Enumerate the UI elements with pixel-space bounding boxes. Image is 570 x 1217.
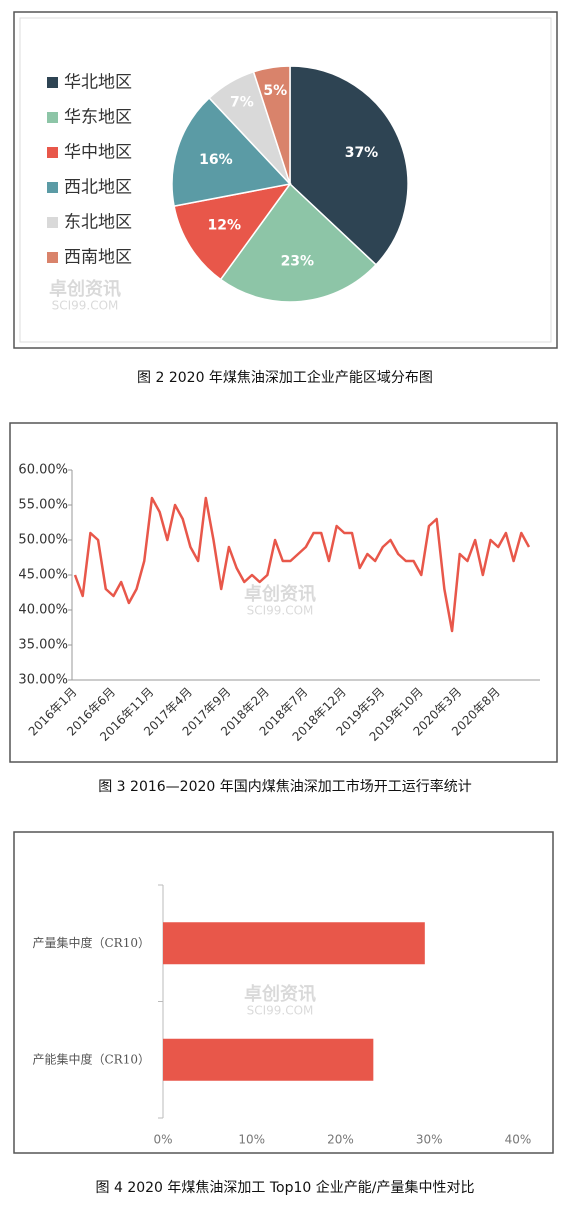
legend-label: 华北地区 [64,73,132,93]
watermark: SCI99.COM [247,1004,314,1018]
y-tick-label: 40.00% [18,603,68,618]
y-tick-label: 50.00% [18,533,68,548]
figure-frame [9,422,558,763]
legend-label: 华东地区 [64,108,132,128]
legend-label: 东北地区 [64,213,132,233]
legend-swatch [47,252,58,263]
legend-label: 西北地区 [64,178,132,198]
category-label: 产量集中度（CR10） [33,935,151,950]
pie-slice [219,182,378,303]
slice-label: 37% [345,145,379,161]
x-tick-label: 10% [238,1133,265,1147]
x-tick-label: 0% [153,1133,172,1147]
slice-label: 16% [199,152,233,168]
y-tick-label: 60.00% [18,463,68,478]
slice-label: 5% [263,83,287,99]
pie-slice [173,182,292,281]
watermark: 卓创资讯 [244,983,316,1005]
line-series [73,496,531,633]
legend-swatch [47,77,58,88]
watermark: SCI99.COM [247,604,314,618]
slice-label: 12% [207,218,241,234]
y-tick-label: 45.00% [18,568,68,583]
figure-caption: 图 3 2016—2020 年国内煤焦油深加工市场开工运行率统计 [98,778,472,795]
legend-label: 华中地区 [64,143,132,163]
legend-swatch [47,182,58,193]
watermark: 卓创资讯 [49,278,121,300]
pie-slice [252,65,291,185]
legend-swatch [47,217,58,228]
bar [163,922,425,965]
watermark: SCI99.COM [52,299,119,313]
watermark: 卓创资讯 [244,583,316,605]
slice-label: 7% [230,95,254,111]
x-tick-label: 20% [327,1133,354,1147]
figure-caption: 图 2 2020 年煤焦油深加工企业产能区域分布图 [137,369,433,386]
legend-swatch [47,112,58,123]
pie-slice [171,96,292,207]
bar [163,1038,374,1081]
pie-slice [289,65,409,266]
legend-swatch [47,147,58,158]
slice-label: 23% [281,254,315,270]
category-label: 产能集中度（CR10） [33,1051,151,1066]
x-tick-label: 30% [416,1133,443,1147]
x-tick-label: 40% [505,1133,532,1147]
y-tick-label: 30.00% [18,673,68,688]
figure-caption: 图 4 2020 年煤焦油深加工 Top10 企业产能/产量集中性对比 [96,1179,475,1196]
figure-frame [13,831,554,1154]
chart-frame [19,17,552,343]
y-tick-label: 35.00% [18,638,68,653]
y-tick-label: 55.00% [18,498,68,513]
legend-label: 西南地区 [64,248,132,268]
